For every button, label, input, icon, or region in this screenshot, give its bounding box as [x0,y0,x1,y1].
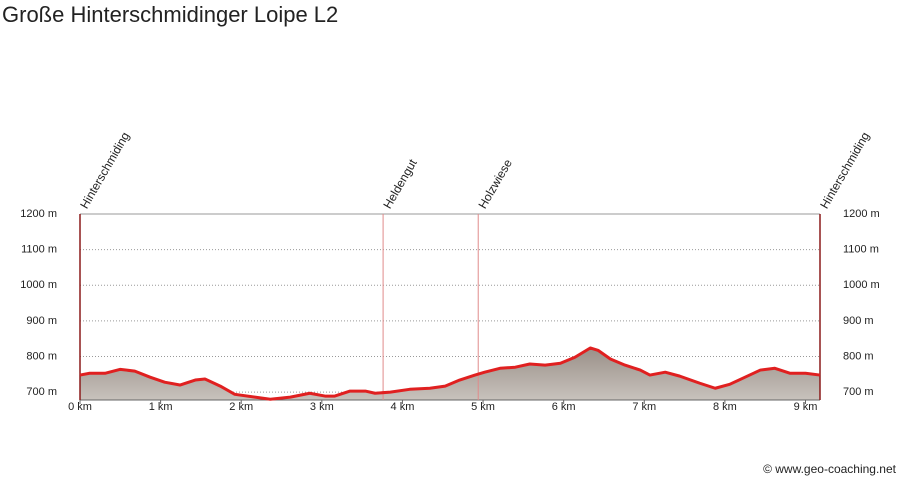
x-tick-label: 6 km [552,401,576,413]
y-tick-label: 1000 m [20,279,57,291]
y-tick-label-right: 700 m [843,386,874,398]
y-tick-label-right: 800 m [843,350,874,362]
chart-title: Große Hinterschmidinger Loipe L2 [2,2,338,27]
y-tick-label: 700 m [26,386,57,398]
x-tick-label: 8 km [713,401,737,413]
x-tick-label: 2 km [229,401,253,413]
elevation-line [79,346,821,401]
y-tick-label: 900 m [26,315,57,327]
y-tick-label: 1200 m [20,208,57,220]
y-tick-label-right: 900 m [843,315,874,327]
x-tick-label: 1 km [149,401,173,413]
x-tick-label: 4 km [391,401,415,413]
copyright: © www.geo-coaching.net [763,462,897,476]
waypoint-label: Hinterschmiding [77,130,132,212]
waypoint-label: Holzwiese [475,156,515,211]
y-tick-label-right: 1200 m [843,208,880,220]
y-tick-label: 800 m [26,350,57,362]
x-tick-label: 3 km [310,401,334,413]
waypoint-label: Hinterschmiding [817,130,872,212]
x-tick-label: 9 km [794,401,818,413]
x-tick-label: 5 km [471,401,495,413]
x-tick-label: 7 km [632,401,656,413]
y-tick-label-right: 1100 m [843,244,879,256]
y-tick-label: 1100 m [21,244,57,256]
y-tick-label-right: 1000 m [843,279,880,291]
waypoint-label: Heldengut [380,156,420,211]
area-fill [80,347,820,400]
x-tick-label: 0 km [68,401,92,413]
